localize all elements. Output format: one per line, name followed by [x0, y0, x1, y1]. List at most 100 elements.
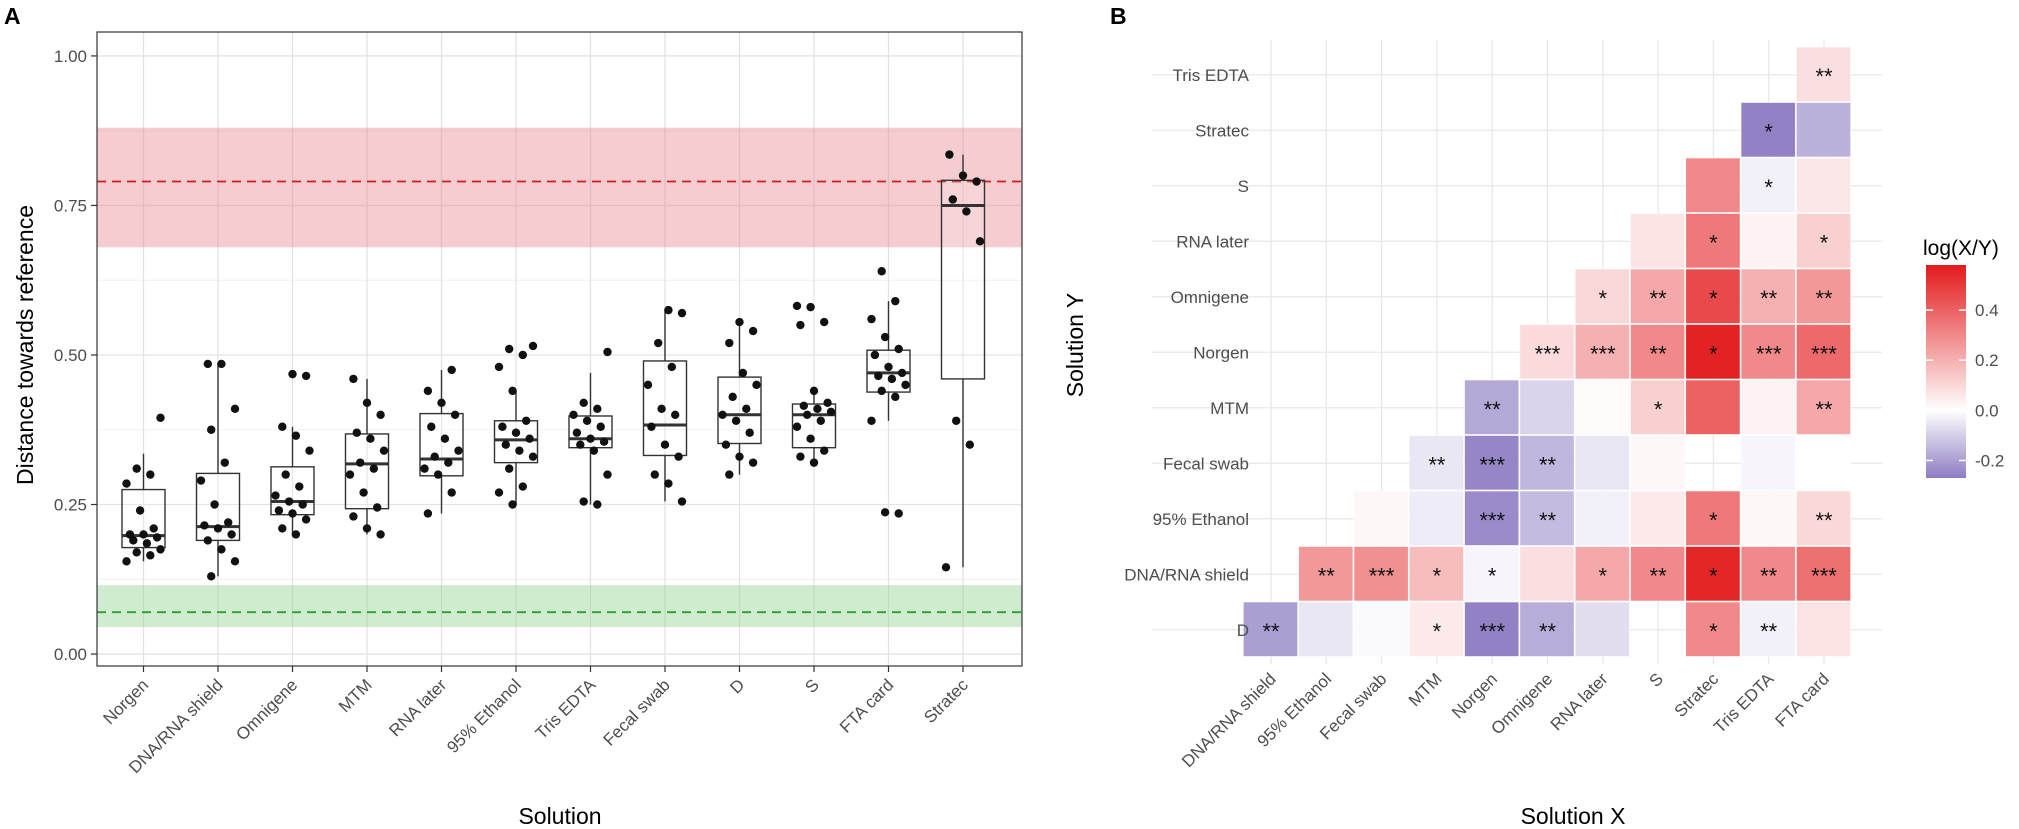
heatmap-cell [1630, 213, 1686, 269]
data-point [880, 332, 890, 342]
data-point [230, 557, 240, 566]
data-point [816, 416, 825, 425]
data-point [813, 404, 822, 414]
x-tick-label: FTA card [836, 675, 897, 736]
data-point [156, 545, 165, 554]
legend-ticks: 0.4 0.2 0.0 -0.2 [1926, 301, 2004, 470]
heatmap-cell [1740, 490, 1796, 546]
data-point [288, 509, 297, 518]
x-tick-label: Norgen [99, 675, 152, 728]
data-point [745, 428, 754, 437]
y-tick-label: S [1238, 177, 1249, 196]
heatmap-cell [1574, 546, 1630, 602]
panel-b-x-axis-title: Solution X [1521, 803, 1626, 829]
data-point [803, 410, 812, 419]
data-point [291, 530, 301, 539]
data-point [132, 548, 141, 557]
significance-label: * [1709, 341, 1718, 366]
reference-band-upper [97, 127, 1022, 248]
data-point [274, 506, 284, 515]
data-point [278, 422, 287, 431]
data-point [210, 500, 219, 509]
heatmap-cell [1298, 546, 1354, 602]
data-point [725, 470, 734, 479]
significance-label: * [1709, 563, 1718, 588]
data-point [569, 410, 578, 419]
heatmap-cell [1630, 435, 1686, 491]
data-point [288, 369, 297, 379]
x-tick-label: DNA/RNA shield [1178, 669, 1280, 771]
data-point [501, 440, 510, 449]
significance-label: ** [1815, 397, 1833, 422]
panel-b-y-axis-title: Solution Y [1062, 293, 1088, 397]
data-point [423, 509, 433, 518]
data-point [599, 437, 609, 446]
x-tick-label: Norgen [1448, 669, 1501, 722]
x-tick-label: MTM [335, 675, 376, 716]
y-tick-label: Fecal swab [1163, 454, 1249, 473]
heatmap-cell [1574, 490, 1630, 546]
data-point [420, 464, 429, 473]
data-point [809, 458, 819, 467]
y-tick-label: 0.00 [54, 645, 87, 664]
data-point [498, 422, 507, 431]
heatmap-cell [1408, 490, 1464, 546]
significance-label: *** [1590, 341, 1616, 366]
data-point [945, 150, 954, 159]
data-point [444, 458, 453, 467]
data-point [796, 452, 805, 461]
data-point [295, 482, 304, 491]
data-point [742, 404, 751, 414]
data-point [291, 431, 301, 440]
data-point [806, 434, 815, 443]
data-point [867, 416, 876, 425]
y-tick-label: RNA later [1176, 232, 1249, 251]
significance-label: ** [1815, 286, 1833, 311]
significance-label: * [1599, 563, 1608, 588]
data-point [352, 428, 361, 437]
data-point [515, 446, 524, 455]
heatmap-cell [1796, 102, 1851, 158]
significance-label: ** [1815, 64, 1833, 89]
heatmap-cell [1574, 601, 1630, 657]
x-tick-label: D [726, 675, 748, 697]
data-point [494, 488, 504, 497]
data-point [450, 410, 460, 419]
y-tick-label: D [1237, 621, 1249, 640]
y-tick-label: MTM [1210, 399, 1249, 418]
significance-label: ** [1484, 397, 1502, 422]
data-point [366, 434, 375, 443]
data-point [901, 380, 910, 390]
significance-label: *** [1479, 508, 1505, 533]
box [344, 433, 390, 510]
data-point [671, 410, 680, 419]
data-point [731, 416, 741, 425]
heatmap-cell [1796, 324, 1851, 380]
data-point [941, 563, 951, 572]
data-point [356, 458, 365, 467]
data-point [376, 530, 385, 539]
data-point [728, 392, 737, 402]
data-point [139, 530, 148, 539]
data-point [146, 551, 155, 560]
data-point [809, 386, 819, 396]
data-point [877, 386, 886, 396]
data-point [132, 464, 141, 473]
panel-a-x-axis-title: Solution [518, 803, 601, 829]
heatmap-cell [1630, 268, 1686, 324]
data-point [122, 557, 131, 566]
data-point [721, 440, 731, 449]
data-point [122, 479, 131, 488]
data-point [362, 398, 372, 408]
data-point [298, 500, 307, 509]
heatmap-cell [1519, 379, 1575, 435]
heatmap-cell [1685, 546, 1741, 602]
panel-a-reference-bands [97, 127, 1022, 628]
data-point [664, 305, 673, 315]
x-tick-label: RNA later [385, 675, 450, 740]
significance-label: ** [1318, 563, 1336, 588]
data-point [894, 344, 903, 354]
panel-a-minor-grid [97, 130, 1022, 580]
x-tick-label: RNA later [1547, 669, 1612, 734]
